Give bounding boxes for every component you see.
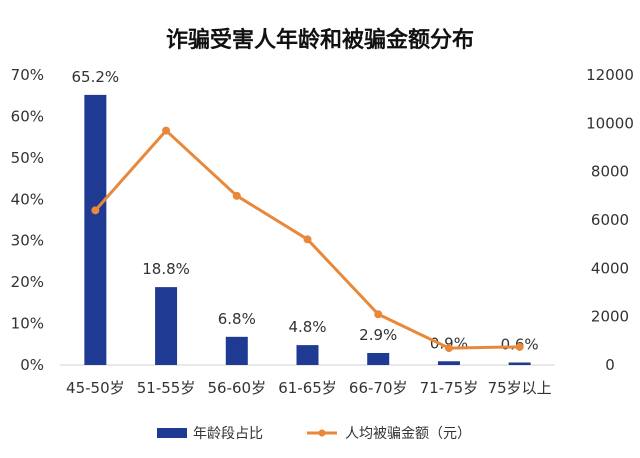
bar: [225, 336, 248, 365]
bar: [155, 287, 178, 365]
line-point: [444, 344, 453, 353]
bar: [296, 345, 319, 365]
left-axis-tick-label: 20%: [11, 273, 44, 291]
right-axis-tick-label: 8000: [591, 163, 629, 181]
legend-line-marker: [318, 429, 326, 437]
x-axis-tick-label: 45-50岁: [66, 379, 125, 397]
left-axis-tick-label: 70%: [11, 66, 44, 84]
left-axis: 0% 10% 20% 30% 40% 50% 60% 70%: [11, 66, 44, 374]
left-axis-tick-label: 0%: [20, 356, 44, 374]
right-axis-tick-label: 0: [605, 356, 615, 374]
chart-title: 诈骗受害人年龄和被骗金额分布: [166, 27, 474, 53]
x-axis-tick-label: 51-55岁: [137, 379, 196, 397]
bar-series: [84, 94, 531, 365]
right-axis-tick-label: 12000: [586, 66, 634, 84]
x-axis-tick-label: 71-75岁: [420, 379, 479, 397]
x-axis-tick-label: 61-65岁: [278, 379, 337, 397]
bar-data-labels: 65.2%18.8%6.8%4.8%2.9%0.9%0.6%: [72, 68, 539, 354]
x-axis-tick-label: 75岁以上: [488, 379, 552, 397]
x-axis-tick-label: 66-70岁: [349, 379, 408, 397]
left-axis-tick-label: 30%: [11, 232, 44, 250]
left-axis-tick-label: 60%: [11, 107, 44, 125]
bar: [367, 352, 390, 365]
bar: [437, 361, 460, 365]
left-axis-tick-label: 50%: [11, 149, 44, 167]
line-point: [232, 191, 241, 200]
right-axis-tick-label: 4000: [591, 259, 629, 277]
legend-bar-swatch: [157, 428, 187, 438]
bar: [508, 362, 531, 365]
legend-bar-label: 年龄段占比: [193, 426, 263, 442]
x-axis-tick-label: 56-60岁: [207, 379, 266, 397]
bar-data-label: 6.8%: [218, 310, 256, 328]
legend-line-label: 人均被骗金额（元）: [345, 426, 471, 442]
bar-data-label: 65.2%: [72, 68, 120, 86]
bar-data-label: 18.8%: [142, 260, 190, 278]
line-point: [515, 342, 524, 351]
bar-data-label: 4.8%: [288, 318, 326, 336]
line-point: [374, 310, 383, 319]
line-point: [91, 206, 100, 215]
x-axis: 45-50岁 51-55岁 56-60岁 61-65岁 66-70岁 71-75岁 75岁以…: [60, 364, 555, 397]
legend: 年龄段占比 人均被骗金额（元）: [157, 426, 471, 442]
right-axis: 0 2000 4000 6000 8000 10000 12000: [586, 66, 634, 374]
bar: [84, 94, 107, 365]
line-point: [303, 235, 312, 244]
left-axis-tick-label: 40%: [11, 190, 44, 208]
right-axis-tick-label: 2000: [591, 308, 629, 326]
right-axis-tick-label: 6000: [591, 211, 629, 229]
line-point: [162, 126, 171, 135]
bar-data-label: 2.9%: [359, 326, 397, 344]
right-axis-tick-label: 10000: [586, 114, 634, 132]
line-series: [91, 126, 524, 353]
left-axis-tick-label: 10%: [11, 315, 44, 333]
